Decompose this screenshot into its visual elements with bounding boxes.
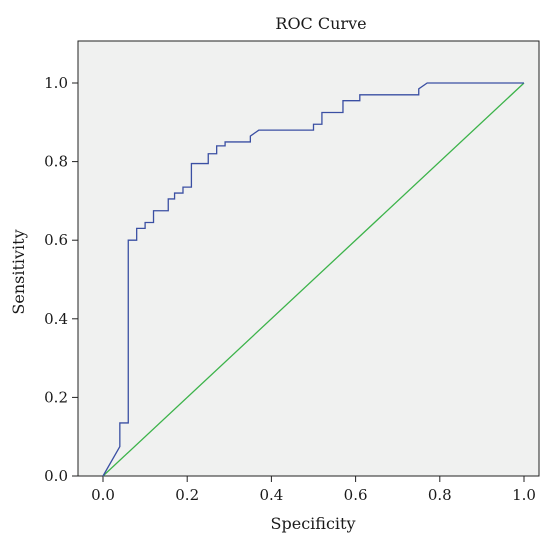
y-tick-label: 0.2 <box>44 388 68 406</box>
y-tick-label: 0.0 <box>44 467 68 485</box>
series-group <box>102 82 525 477</box>
y-tick-label: 0.4 <box>44 310 68 328</box>
y-axis-label: Sensitivity <box>9 229 28 314</box>
y-tick-label: 0.6 <box>44 231 68 249</box>
x-axis: 0.0 0.2 0.4 0.6 0.8 1.0 <box>91 476 536 504</box>
x-tick-label: 0.4 <box>259 486 283 504</box>
y-axis: 0.0 0.2 0.4 0.6 0.8 1.0 <box>44 74 78 485</box>
x-axis-label: Specificity <box>271 514 356 533</box>
plot-area <box>77 40 540 477</box>
y-tick-label: 0.8 <box>44 153 68 171</box>
reference-diagonal-line <box>102 82 525 477</box>
x-tick-label: 0.8 <box>428 486 452 504</box>
chart-title: ROC Curve <box>275 14 366 33</box>
y-tick-label: 1.0 <box>44 74 68 92</box>
roc-curve-line <box>102 82 524 477</box>
x-tick-label: 0.6 <box>344 486 368 504</box>
x-tick-label: 0.2 <box>175 486 199 504</box>
x-tick-label: 1.0 <box>512 486 536 504</box>
x-tick-label: 0.0 <box>91 486 115 504</box>
